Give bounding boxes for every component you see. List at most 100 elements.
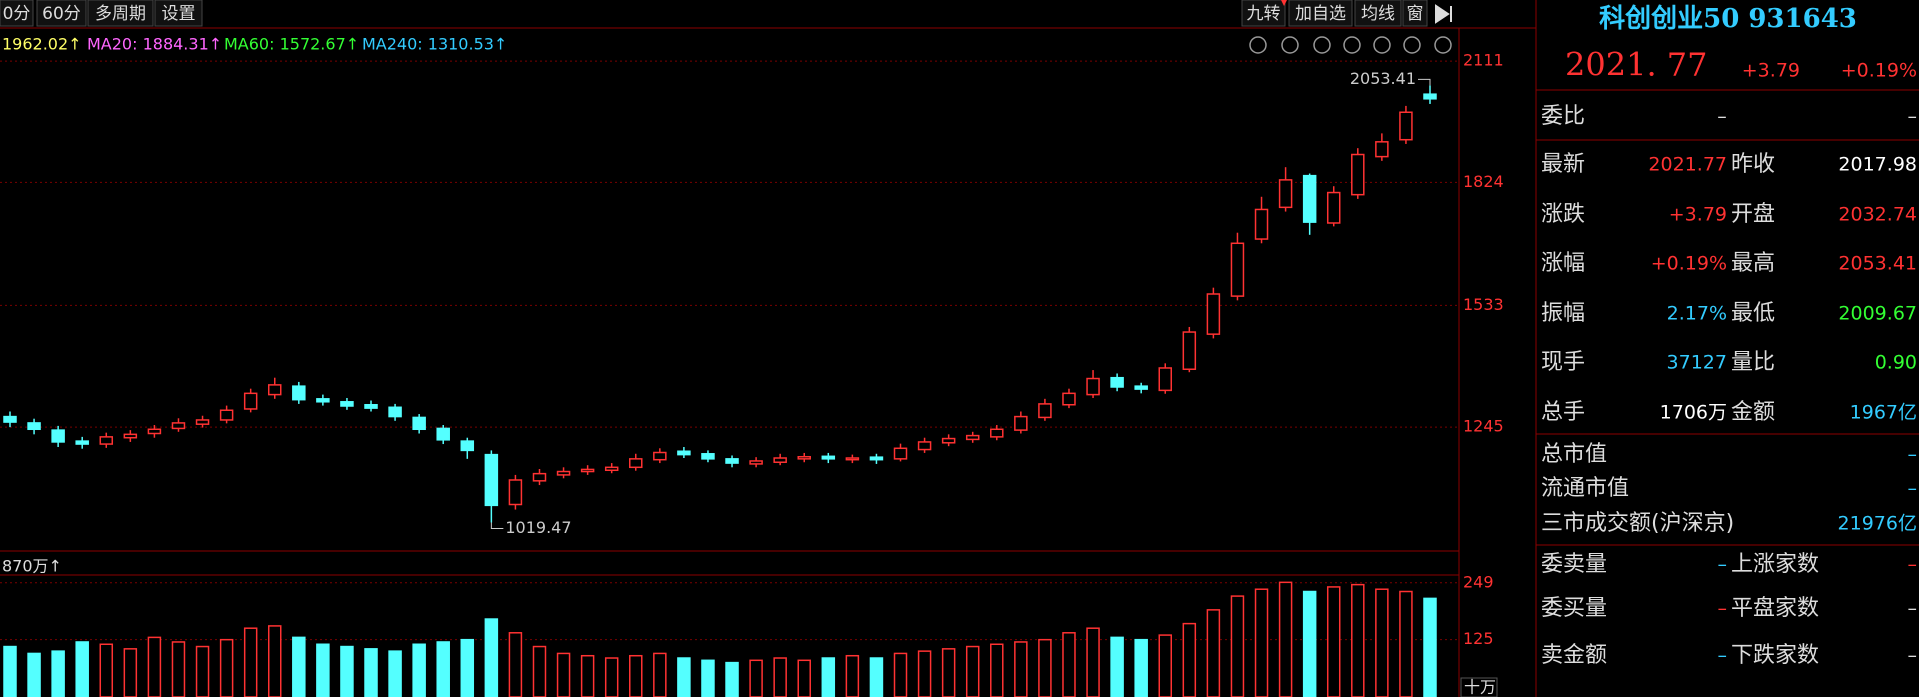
- volume-bar: [340, 645, 354, 697]
- candle-body: [267, 384, 282, 396]
- ma-legend: MA60: 1572.67↑: [224, 35, 359, 54]
- candle-body: [797, 455, 811, 460]
- y-tick-label: 2111: [1463, 51, 1504, 70]
- chart-tool-icon[interactable]: [1373, 36, 1391, 54]
- y-tick-label: 1824: [1463, 172, 1504, 191]
- volume-bar: [580, 654, 595, 697]
- tab-label: 多周期: [95, 4, 146, 24]
- y-tick-label: 125: [1463, 629, 1494, 648]
- volume-bar: [27, 652, 41, 697]
- volume-bar: [1278, 581, 1293, 697]
- volume-bar: [1062, 632, 1076, 697]
- candle-body: [1134, 385, 1148, 390]
- panel-value: 2009.67: [1838, 303, 1917, 325]
- panel-label: 最低: [1731, 301, 1775, 326]
- candle-body: [749, 460, 763, 465]
- tab-button[interactable]: [154, 0, 203, 27]
- panel-value: –: [1908, 444, 1918, 466]
- candle-body: [3, 415, 17, 423]
- flag-icon: [1281, 0, 1287, 6]
- expand-icon[interactable]: [1435, 4, 1452, 24]
- candle-body: [147, 428, 162, 435]
- panel-label: 三市成交额(沪深京): [1541, 511, 1734, 536]
- unit-box: [1460, 677, 1498, 697]
- volume-bar: [1134, 638, 1148, 697]
- candle-body: [27, 422, 41, 431]
- panel-value: 1967亿: [1850, 402, 1917, 424]
- panel-value: –: [1718, 645, 1728, 667]
- volume-bar: [917, 650, 932, 697]
- volume-bar: [941, 648, 956, 697]
- volume-bar: [604, 657, 619, 697]
- candle-body: [195, 419, 210, 425]
- volume-bar: [436, 641, 450, 697]
- candle-body: [629, 458, 643, 469]
- panel-label: 下跌家数: [1731, 643, 1819, 668]
- volume-bar: [1086, 627, 1100, 697]
- chart-tool-icon[interactable]: [1343, 36, 1361, 54]
- quote-change: +3.79: [1742, 60, 1800, 82]
- candle-body: [460, 440, 475, 452]
- candle-body: [653, 451, 667, 461]
- tool-label: 窗: [1407, 4, 1424, 24]
- volume-bar: [51, 650, 65, 697]
- annotation-line: [1418, 78, 1431, 86]
- volume-bar: [701, 659, 715, 697]
- tab-label: 60分: [42, 4, 81, 24]
- chart-tool-icon[interactable]: [1434, 36, 1452, 54]
- panel-value: +0.19%: [1651, 253, 1727, 275]
- candle-body: [1423, 93, 1437, 100]
- volume-bar: [1326, 586, 1341, 697]
- volume-bar: [653, 652, 667, 697]
- tool-button[interactable]: [1241, 0, 1286, 27]
- candle-body: [1158, 367, 1173, 392]
- chart-tool-icon[interactable]: [1403, 36, 1421, 54]
- candle-body: [893, 447, 908, 460]
- volume-bar: [171, 641, 186, 697]
- chart-tool-icon[interactable]: [1249, 36, 1267, 54]
- panel-value: 37127: [1667, 352, 1727, 374]
- volume-bar: [460, 638, 475, 697]
- panel-label: 上涨家数: [1731, 552, 1819, 577]
- chart-tool-icon[interactable]: [1313, 36, 1331, 54]
- volume-bar: [1182, 622, 1197, 697]
- tab-button[interactable]: [36, 0, 87, 27]
- tool-button[interactable]: [1354, 0, 1402, 27]
- tab-button[interactable]: [87, 0, 154, 27]
- volume-bar: [243, 627, 258, 697]
- volume-label: 870万↑: [2, 557, 62, 576]
- panel-label: 昨收: [1731, 152, 1775, 177]
- volume-bar: [412, 643, 426, 697]
- volume-bar: [1351, 583, 1365, 697]
- tab-button[interactable]: [0, 0, 34, 27]
- candle-body: [1375, 141, 1389, 158]
- panel-label: 总手: [1541, 400, 1585, 425]
- tool-button[interactable]: [1402, 0, 1428, 27]
- volume-bar: [893, 652, 908, 697]
- volume-bar: [821, 657, 836, 697]
- volume-bar: [965, 645, 980, 697]
- panel-label: 金额: [1731, 400, 1775, 425]
- panel-value: 2053.41: [1838, 253, 1917, 275]
- candle-body: [316, 398, 330, 403]
- annotation-line: [490, 522, 504, 529]
- volume-bar: [677, 657, 691, 697]
- panel-label: 最新: [1541, 152, 1585, 177]
- ma-legend: 1962.02↑: [2, 35, 82, 54]
- panel-label: 涨幅: [1541, 251, 1585, 276]
- candle-body: [917, 441, 932, 451]
- chart-tool-icon[interactable]: [1281, 36, 1299, 54]
- candle-body: [1351, 153, 1365, 196]
- quote-name: 科创创业50 931643: [1599, 4, 1857, 34]
- candle-body: [1206, 293, 1221, 335]
- candle-body: [845, 457, 860, 461]
- volume-bar: [1423, 597, 1437, 697]
- panel-value: –: [1908, 478, 1918, 500]
- volume-bar: [869, 657, 884, 697]
- tool-button[interactable]: [1288, 0, 1353, 27]
- tab-label: 0分: [3, 4, 31, 24]
- panel-value: –: [1908, 598, 1918, 620]
- candle-body: [1110, 376, 1124, 388]
- candle-body: [990, 428, 1004, 438]
- panel-label: 流通市值: [1541, 476, 1629, 501]
